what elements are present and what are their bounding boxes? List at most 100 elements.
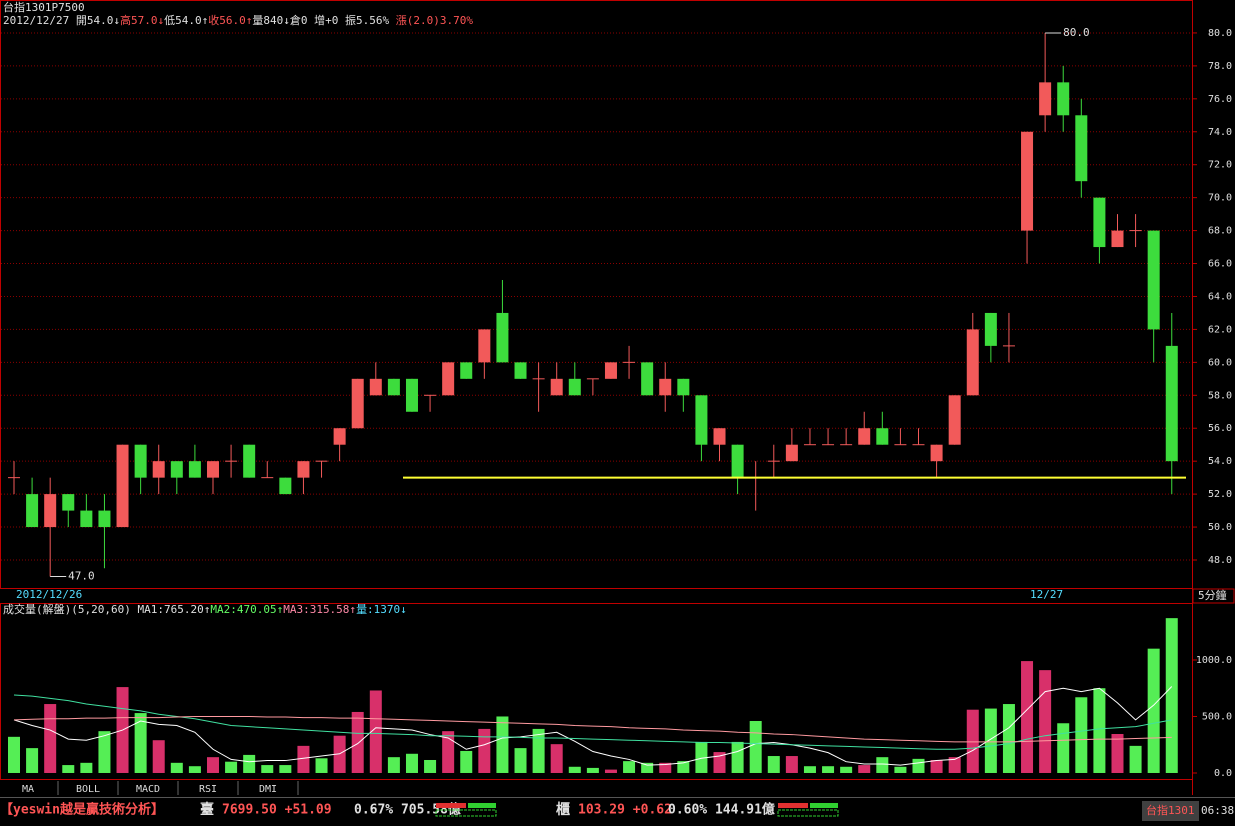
candle-body bbox=[206, 461, 219, 478]
volume-bar bbox=[677, 761, 690, 773]
volume-bar bbox=[532, 728, 545, 773]
date-label: 12/27 bbox=[1030, 588, 1063, 601]
volume-bar bbox=[442, 731, 455, 773]
candle-body bbox=[279, 477, 292, 495]
candle-body bbox=[1039, 82, 1052, 116]
candle-body bbox=[297, 461, 310, 478]
candle-body bbox=[369, 378, 382, 396]
volume-bar bbox=[8, 736, 20, 773]
volume-bar bbox=[424, 759, 437, 773]
candle-body bbox=[44, 494, 57, 528]
candle-body bbox=[1111, 230, 1124, 248]
volume-bar bbox=[894, 766, 907, 773]
candle-body bbox=[514, 362, 527, 379]
volume-bar bbox=[351, 711, 364, 773]
volume-bar bbox=[62, 765, 75, 773]
candle-body bbox=[930, 444, 943, 462]
candle-body bbox=[948, 395, 961, 445]
y-tick-label: 56.0 bbox=[1208, 423, 1232, 434]
volume-bar bbox=[188, 766, 201, 773]
volume-bar bbox=[478, 728, 491, 773]
volume-bar bbox=[44, 704, 57, 773]
candle-body bbox=[659, 378, 672, 396]
tab[interactable]: MACD bbox=[136, 784, 160, 795]
volume-bar bbox=[333, 735, 346, 773]
y-tick-label: 62.0 bbox=[1208, 324, 1232, 335]
mini-bar bbox=[778, 803, 808, 808]
symbol: 台指1301 bbox=[1146, 803, 1195, 817]
mini-bar bbox=[435, 809, 497, 817]
volume-bar bbox=[1075, 697, 1088, 773]
y-tick-label: 70.0 bbox=[1208, 193, 1232, 204]
brand: 【yeswin越是贏技術分析】 bbox=[0, 802, 164, 818]
market: 臺 bbox=[200, 801, 214, 818]
y-tick-label: 500.0 bbox=[1202, 711, 1232, 722]
volume-bar bbox=[659, 762, 672, 773]
stats: 0.60% 144.91億 bbox=[668, 802, 775, 818]
volume-bar bbox=[1039, 670, 1052, 773]
header-item: 2012/12/27 bbox=[3, 14, 69, 27]
volume-bar bbox=[243, 754, 256, 773]
ticker: 【yeswin越是贏技術分析】 臺 7699.50 +51.09 0.67% 7… bbox=[0, 797, 1235, 826]
ma-line bbox=[13, 715, 1172, 743]
candle-body bbox=[26, 494, 39, 528]
volume-legend: 成交量(解盤)(5,20,60) MA1:765.20↑MA2:470.05↑M… bbox=[3, 602, 407, 616]
volume-bar bbox=[840, 766, 853, 773]
candle-body bbox=[152, 461, 165, 478]
candle-body bbox=[1147, 230, 1160, 330]
candle-body bbox=[984, 312, 997, 346]
candle-body bbox=[442, 362, 455, 396]
volume-bar bbox=[1002, 704, 1015, 773]
tab[interactable]: BOLL bbox=[76, 784, 100, 795]
legend-item: MA3:315.58↑ bbox=[283, 603, 356, 616]
price: 103.29 +0.62 bbox=[578, 803, 672, 818]
candle-body bbox=[695, 395, 708, 445]
tab[interactable]: MA bbox=[22, 784, 34, 795]
y-tick-label: 74.0 bbox=[1208, 127, 1232, 138]
volume-bar bbox=[767, 756, 780, 773]
candle-body bbox=[1057, 82, 1070, 116]
candle-body bbox=[641, 362, 654, 396]
volume-bar bbox=[731, 741, 744, 773]
min-annotation: 47.0 bbox=[68, 569, 95, 582]
tab[interactable]: DMI bbox=[259, 784, 277, 795]
candle-body bbox=[387, 378, 400, 396]
legend-item: 量:1370↓ bbox=[356, 603, 407, 616]
legend-item: MA2:470.05↑ bbox=[210, 603, 283, 616]
candle-body bbox=[496, 312, 509, 363]
tab[interactable]: RSI bbox=[199, 784, 217, 795]
candle-body bbox=[604, 362, 617, 379]
volume-bar bbox=[984, 708, 997, 773]
volume-bar bbox=[297, 745, 310, 773]
date-label: 2012/12/26 bbox=[16, 588, 82, 601]
volume-bar bbox=[1111, 733, 1124, 773]
time: 06:38 bbox=[1201, 804, 1234, 817]
header-title: 台指1301P7500 bbox=[3, 0, 85, 14]
volume-bar bbox=[822, 766, 835, 773]
volume-bar bbox=[225, 761, 238, 773]
candle-body bbox=[677, 378, 690, 396]
volume-bar bbox=[261, 765, 274, 773]
y-tick-label: 72.0 bbox=[1208, 160, 1232, 171]
volume-bar bbox=[496, 716, 509, 773]
candle-body bbox=[62, 494, 75, 511]
volume-bar bbox=[279, 765, 292, 773]
y-tick-label: 52.0 bbox=[1208, 489, 1232, 500]
volume-title: 成交量(解盤)(5,20,60) bbox=[3, 602, 131, 616]
candle-body bbox=[333, 428, 346, 445]
candle-body bbox=[170, 461, 183, 478]
volume-bar bbox=[460, 750, 473, 773]
volume-bar bbox=[966, 709, 979, 773]
volume-bar bbox=[1147, 648, 1160, 773]
candle-body bbox=[550, 378, 563, 396]
volume-bar bbox=[387, 757, 400, 773]
candle-body bbox=[478, 329, 491, 363]
candle-body bbox=[785, 444, 798, 462]
volume-bar bbox=[80, 762, 93, 773]
ma-line bbox=[13, 694, 1172, 750]
volume-bar bbox=[1129, 745, 1142, 773]
y-tick-label: 80.0 bbox=[1208, 28, 1232, 39]
header-item: 低54.0↑ bbox=[164, 14, 208, 27]
header-item: 開54.0↓ bbox=[76, 14, 120, 27]
